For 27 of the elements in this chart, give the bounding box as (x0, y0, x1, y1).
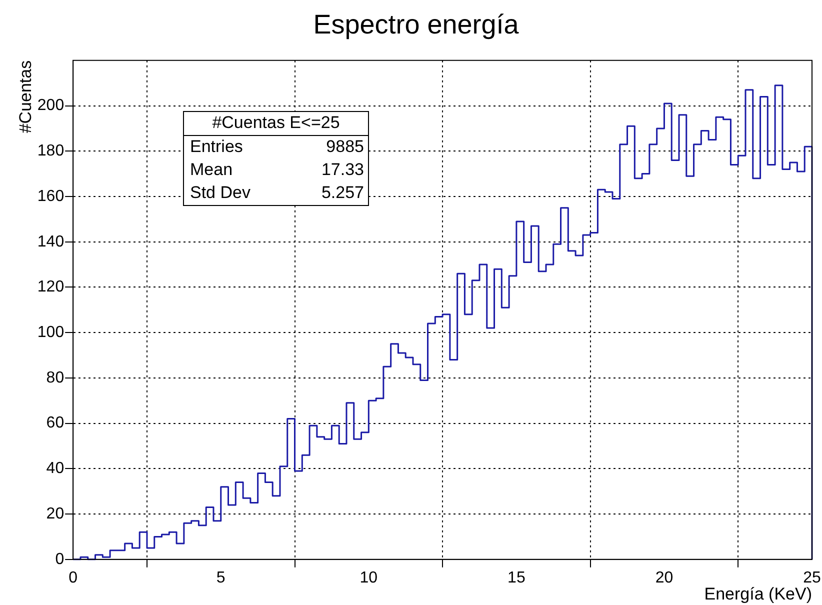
y-tick-label: 200 (37, 97, 64, 114)
y-tick-label: 80 (46, 369, 64, 386)
y-tick-label: 0 (55, 550, 64, 568)
chart-title: Espectro energía (313, 10, 520, 40)
x-tick-label: 20 (655, 569, 674, 586)
y-axis-title: #Cuentas (16, 60, 35, 134)
annotation: Entries (190, 137, 243, 157)
y-tick-label: 20 (46, 505, 64, 522)
annotation: 17.33 (321, 160, 364, 180)
y-tick-label: 140 (37, 233, 64, 250)
y-tick-label: 100 (37, 324, 64, 341)
y-tick-label: 160 (37, 188, 64, 205)
annotation: Mean (190, 160, 233, 180)
y-tick-label: 120 (37, 278, 64, 296)
x-tick-label: 25 (803, 569, 821, 586)
y-tick-label: 40 (46, 460, 64, 478)
annotation: #Cuentas E<=25 (184, 112, 368, 136)
annotation: Std Dev (190, 183, 250, 203)
x-tick-label: 10 (360, 569, 378, 586)
y-tick-label: 60 (46, 414, 64, 432)
x-axis-title: Energía (KeV) (704, 584, 812, 604)
x-tick-label: 0 (68, 569, 78, 586)
annotation: 5.257 (321, 183, 364, 203)
y-tick-label: 180 (37, 142, 64, 160)
x-tick-label: 5 (216, 569, 226, 586)
x-tick-label: 15 (508, 569, 526, 586)
annotation: 9885 (326, 137, 364, 157)
